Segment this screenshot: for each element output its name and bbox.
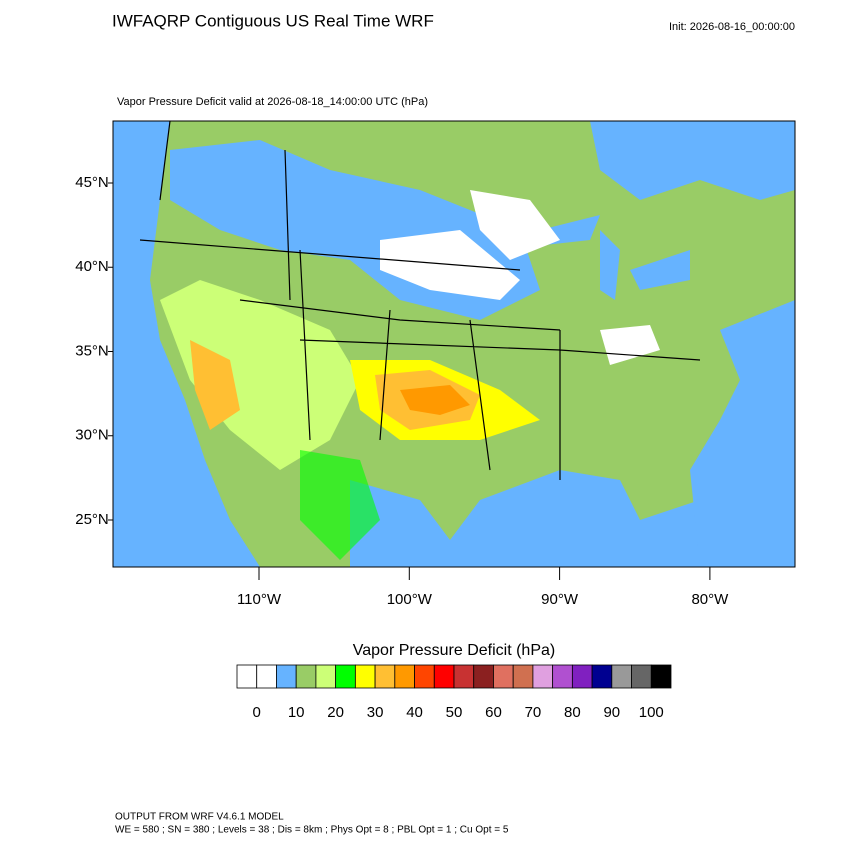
colorbar-label: 90: [603, 704, 620, 721]
colorbar-box: [512, 664, 534, 689]
colorbar-label: 100: [639, 704, 664, 721]
map-frame: [112, 120, 796, 568]
lat-label: 30°N: [75, 427, 109, 444]
colorbar-label: 0: [253, 704, 261, 721]
lon-label: 100°W: [387, 591, 433, 608]
lon-label: 80°W: [691, 591, 729, 608]
colorbar-label: 20: [327, 704, 344, 721]
colorbar-box: [276, 664, 297, 689]
colorbar-label: 70: [525, 704, 542, 721]
footer-line: OUTPUT FROM WRF V4.6.1 MODEL: [115, 812, 284, 823]
colorbar-box: [414, 664, 435, 689]
map: [113, 121, 795, 567]
colorbar-box: [374, 664, 396, 689]
colorbar-box: [473, 664, 494, 689]
colorbar-box: [552, 664, 573, 689]
colorbar-box: [295, 664, 317, 689]
colorbar-box: [394, 664, 415, 689]
colorbar-label: 80: [564, 704, 581, 721]
colorbar-box: [650, 664, 672, 689]
colorbar-title: Vapor Pressure Deficit (hPa): [353, 642, 555, 659]
colorbar-box: [335, 664, 356, 689]
colorbar-box: [453, 664, 475, 689]
colorbar-box: [315, 664, 337, 689]
colorbar-box: [631, 664, 652, 689]
colorbar-box: [532, 664, 554, 689]
colorbar-box: [236, 664, 258, 689]
title: IWFAQRP Contiguous US Real Time WRF: [112, 11, 434, 30]
colorbar-box: [611, 664, 632, 689]
colorbar-label: 40: [406, 704, 423, 721]
init-time: Init: 2026-08-16_00:00:00: [669, 21, 795, 33]
footer-line: WE = 580 ; SN = 380 ; Levels = 38 ; Dis …: [115, 825, 509, 836]
colorbar-box: [591, 664, 613, 689]
lon-label: 110°W: [237, 591, 282, 608]
colorbar-label: 10: [288, 704, 305, 721]
colorbar-label: 60: [485, 704, 502, 721]
lat-label: 25°N: [75, 511, 109, 528]
lat-label: 35°N: [75, 342, 109, 359]
colorbar-box: [433, 664, 455, 689]
colorbar-box: [256, 664, 277, 689]
colorbar-box: [354, 664, 376, 689]
colorbar-label: 30: [367, 704, 384, 721]
colorbar-box: [493, 664, 514, 689]
subtitle: Vapor Pressure Deficit valid at 2026-08-…: [117, 96, 428, 108]
lat-label: 45°N: [75, 174, 109, 191]
lon-label: 90°W: [541, 591, 579, 608]
colorbar-box: [571, 664, 593, 689]
lat-label: 40°N: [75, 258, 109, 275]
colorbar-label: 50: [446, 704, 463, 721]
